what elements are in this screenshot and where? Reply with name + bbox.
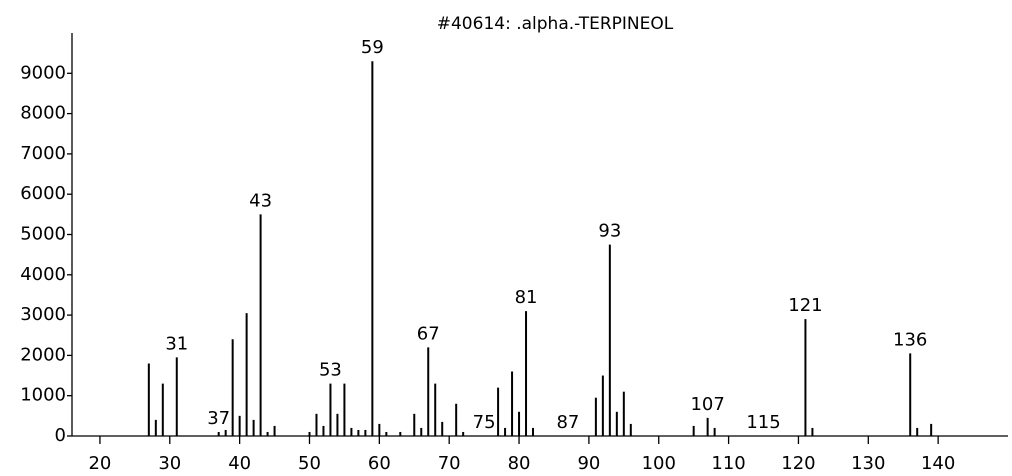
peak-label: 121 <box>788 295 822 316</box>
x-tick-label: 130 <box>851 453 885 474</box>
y-tick-label: 0 <box>55 425 66 446</box>
x-tick-label: 80 <box>508 453 531 474</box>
chart-title: #40614: .alpha.-TERPINEOL <box>437 14 674 34</box>
peak-label: 115 <box>746 412 780 433</box>
y-tick-label: 2000 <box>20 344 66 365</box>
y-tick-label: 8000 <box>20 103 66 124</box>
x-tick-label: 40 <box>228 453 251 474</box>
y-tick-label: 7000 <box>20 143 66 164</box>
peak-label: 37 <box>207 408 230 429</box>
peak-label: 53 <box>319 360 342 381</box>
x-tick-label: 120 <box>781 453 815 474</box>
y-tick-label: 4000 <box>20 264 66 285</box>
x-tick-label: 100 <box>642 453 676 474</box>
peak-label: 93 <box>598 221 621 242</box>
peak-label: 81 <box>515 287 538 308</box>
y-tick-label: 9000 <box>20 62 66 83</box>
peak-label: 67 <box>417 323 440 344</box>
peak-label: 59 <box>361 37 384 58</box>
y-tick-label: 6000 <box>20 183 66 204</box>
peak-label: 136 <box>893 329 927 350</box>
x-tick-label: 90 <box>577 453 600 474</box>
x-tick-label: 20 <box>88 453 111 474</box>
peak-label: 87 <box>556 412 579 433</box>
peak-label: 75 <box>473 412 496 433</box>
x-tick-label: 60 <box>368 453 391 474</box>
y-tick-label: 1000 <box>20 385 66 406</box>
x-tick-label: 50 <box>298 453 321 474</box>
x-tick-label: 110 <box>711 453 745 474</box>
y-tick-label: 3000 <box>20 304 66 325</box>
y-tick-label: 5000 <box>20 224 66 245</box>
peak-label: 107 <box>690 394 724 415</box>
x-tick-label: 30 <box>158 453 181 474</box>
peak-label: 43 <box>249 190 272 211</box>
x-tick-label: 140 <box>921 453 955 474</box>
peak-label: 31 <box>165 333 188 354</box>
x-tick-label: 70 <box>438 453 461 474</box>
